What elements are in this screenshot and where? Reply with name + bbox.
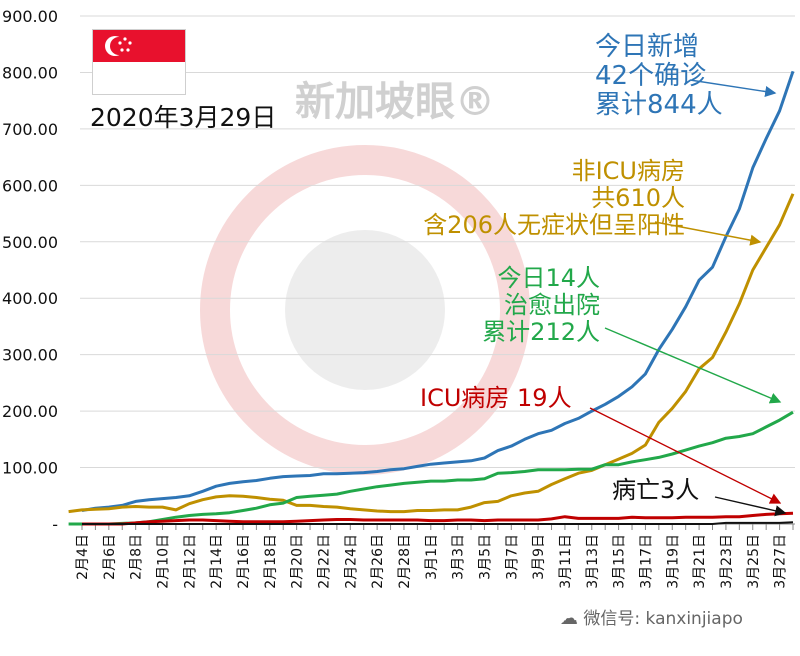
non-icu-annotation: 非ICU病房 共610人 含206人无症状但呈阳性 [385, 158, 685, 239]
x-tick-label: 3月21日 [692, 534, 708, 589]
non-icu-annotation-line2: 共610人 [591, 183, 685, 212]
x-tick-label: 2月24日 [343, 534, 359, 589]
deaths-arrow [714, 496, 787, 517]
y-tick-label: 500.00 [2, 233, 58, 252]
x-tick-label: 2月28日 [397, 534, 413, 589]
crescent-stars-icon [105, 36, 132, 56]
recovered-annotation-line1: 今日14人 [497, 264, 600, 292]
recovered-annotation-line2: 治愈出院 [504, 290, 600, 319]
series-lines [68, 70, 795, 526]
deaths-annotation: 病亡3人 [612, 476, 700, 504]
y-tick-label: 700.00 [2, 120, 58, 139]
x-tick-label: 3月11日 [558, 534, 574, 589]
x-tick-label: 2月18日 [263, 534, 279, 589]
non-icu-arrow [654, 221, 762, 246]
x-tick-label: 2月4日 [75, 534, 91, 580]
total-annotation-line1: 今日新增 [595, 32, 700, 62]
y-tick-label: 800.00 [2, 63, 58, 82]
x-tick-label: 2月20日 [290, 534, 306, 589]
y-tick-label: 300.00 [2, 346, 58, 365]
x-tick-label: 2月12日 [182, 534, 198, 589]
x-tick-label: 2月16日 [236, 534, 252, 589]
series-line-deaths [82, 521, 794, 525]
x-tick-label: 2月14日 [209, 534, 225, 589]
x-tick-label: 3月5日 [477, 534, 493, 580]
wechat-icon: ☁ [560, 608, 578, 629]
singapore-flag [92, 29, 186, 95]
x-tick-label: 3月7日 [504, 534, 520, 580]
series-line-non_icu [68, 193, 795, 514]
y-axis: - 100.00 200.00 300.00 400.00 500.00 600.00 700… [2, 7, 58, 534]
wechat-id: ☁ 微信号: kanxinjiapo [560, 604, 743, 629]
x-tick-label: 2月6日 [102, 534, 118, 580]
annotation-arrows [589, 79, 787, 517]
x-tick-label: 3月27日 [773, 534, 789, 589]
non-icu-annotation-line1: 非ICU病房 [571, 157, 685, 185]
recovered-arrow [604, 327, 782, 404]
y-tick-label: 400.00 [2, 289, 58, 308]
total-annotation-line3: 累计844人 [595, 90, 723, 121]
non-icu-annotation-line3: 含206人无症状但呈阳性 [423, 210, 685, 239]
series-line-total [81, 70, 795, 512]
date-label: 2020年3月29日 [90, 103, 277, 132]
y-tick-label: 100.00 [2, 459, 58, 478]
x-tick-label: 3月15日 [612, 534, 628, 589]
x-tick-label: 2月10日 [155, 534, 171, 589]
x-tick-label: 2月22日 [316, 534, 332, 589]
y-tick-label: 900.00 [2, 7, 58, 26]
series-line-recovered [68, 410, 794, 526]
x-tick-label: 3月3日 [451, 534, 467, 580]
total-arrow [689, 79, 777, 98]
x-tick-label: 3月13日 [585, 534, 601, 589]
watermark-logo: 新加坡眼® [200, 79, 530, 475]
wechat-label: 微信号: kanxinjiapo [583, 609, 743, 629]
x-tick-label: 3月25日 [746, 534, 762, 589]
y-tick-label: - [52, 515, 58, 534]
x-tick-label: 3月17日 [638, 534, 654, 589]
x-tick-label: 3月19日 [665, 534, 681, 589]
total-annotation: 今日新增 42个确诊 累计844人 [595, 32, 723, 121]
watermark-text: 新加坡眼® [295, 79, 495, 125]
gridlines [80, 15, 795, 525]
y-tick-label: 600.00 [2, 176, 58, 195]
x-tick-label: 3月23日 [719, 534, 735, 589]
x-tick-label: 2月26日 [370, 534, 386, 589]
y-tick-label: 200.00 [2, 402, 58, 421]
x-axis: 2月4日 2月6日 2月8日 2月10日 2月12日 2月14日 2月16日 2月18日 2月2… [75, 524, 794, 589]
series-line-icu [82, 511, 794, 526]
total-annotation-line2: 42个确诊 [595, 61, 707, 92]
icu-annotation: ICU病房 19人 [420, 384, 572, 412]
x-tick-label: 3月9日 [531, 534, 547, 580]
x-tick-label: 3月1日 [424, 534, 440, 580]
x-tick-label: 2月8日 [129, 534, 145, 580]
recovered-annotation: 今日14人 治愈出院 累计212人 [440, 265, 600, 346]
recovered-annotation-line3: 累计212人 [482, 317, 600, 346]
icu-arrow [589, 407, 782, 504]
